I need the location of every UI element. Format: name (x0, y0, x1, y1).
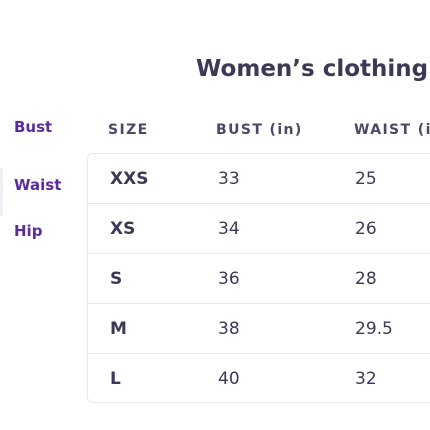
sidebar-item-hip[interactable]: Hip (14, 222, 43, 240)
waist-cell: 29.5 (355, 319, 393, 339)
page-title: Women’s clothing siz (196, 56, 430, 82)
waist-cell: 25 (355, 169, 377, 189)
size-cell: S (110, 269, 123, 289)
waist-cell: 32 (355, 369, 377, 389)
column-header-bust: BUST (in) (216, 122, 303, 138)
bust-cell: 36 (218, 269, 240, 289)
table-row: S 36 28 (88, 254, 430, 304)
table-header-row: SIZE BUST (in) WAIST (i (0, 118, 430, 144)
bust-cell: 40 (218, 369, 240, 389)
waist-cell: 28 (355, 269, 377, 289)
size-cell: M (110, 319, 127, 339)
bust-cell: 34 (218, 219, 240, 239)
waist-cell: 26 (355, 219, 377, 239)
sidebar-item-waist[interactable]: Waist (14, 176, 62, 194)
sidebar-item-bust[interactable]: Bust (14, 118, 53, 136)
table-row: M 38 29.5 (88, 304, 430, 354)
bust-cell: 38 (218, 319, 240, 339)
table-row: XS 34 26 (88, 204, 430, 254)
size-cell: XS (110, 219, 136, 239)
column-header-size: SIZE (108, 122, 149, 138)
size-cell: XXS (110, 169, 149, 189)
size-cell: L (110, 369, 121, 389)
bust-cell: 33 (218, 169, 240, 189)
table-row: L 40 32 (88, 354, 430, 402)
size-table: XXS 33 25 XS 34 26 S 36 28 M 38 29.5 L 4… (87, 153, 430, 403)
size-guide-sidebar: Bust Waist Hip (0, 0, 80, 430)
table-row: XXS 33 25 (88, 154, 430, 204)
sidebar-edge-tab (0, 168, 3, 216)
column-header-waist: WAIST (i (354, 122, 430, 138)
